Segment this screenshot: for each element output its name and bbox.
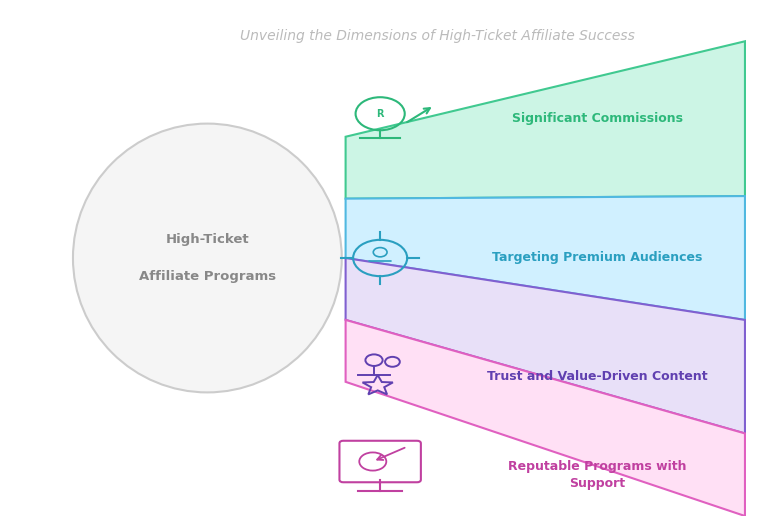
Polygon shape	[346, 320, 745, 516]
Text: Significant Commissions: Significant Commissions	[511, 112, 683, 125]
Text: Affiliate Programs: Affiliate Programs	[139, 269, 276, 283]
Polygon shape	[346, 196, 745, 320]
Text: Trust and Value-Driven Content: Trust and Value-Driven Content	[487, 370, 707, 383]
Text: Unveiling the Dimensions of High-Ticket Affiliate Success: Unveiling the Dimensions of High-Ticket …	[240, 29, 635, 43]
Text: High-Ticket: High-Ticket	[166, 233, 249, 247]
Polygon shape	[346, 258, 745, 433]
Text: Reputable Programs with
Support: Reputable Programs with Support	[508, 460, 687, 490]
Text: Targeting Premium Audiences: Targeting Premium Audiences	[492, 251, 702, 265]
Ellipse shape	[73, 124, 342, 392]
Text: R: R	[376, 109, 384, 119]
Polygon shape	[346, 41, 745, 199]
